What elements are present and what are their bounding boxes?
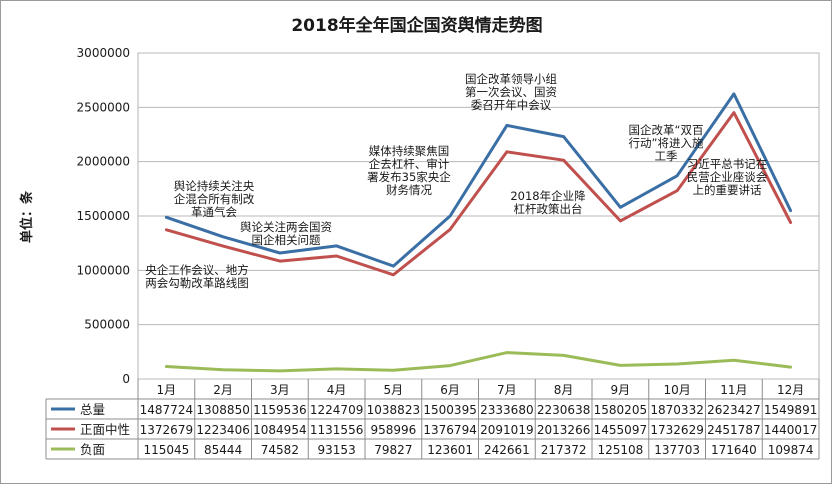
annotation-4-line: 署发布35家央企 xyxy=(367,170,451,184)
data-cell: 1038823 xyxy=(367,403,420,417)
data-cell: 79827 xyxy=(374,443,412,457)
series-line-2 xyxy=(164,111,793,277)
data-cell: 93153 xyxy=(318,443,356,457)
data-cell: 1159536 xyxy=(253,403,306,417)
chart-title: 2018年全年国企国资舆情走势图 xyxy=(291,15,542,36)
data-cell: 1440017 xyxy=(764,423,817,437)
annotation-6-line: 杠杆政策出台 xyxy=(514,202,583,216)
x-tick-label: 10月 xyxy=(663,383,690,397)
annotation-1-line: 央企工作会议、地方 xyxy=(145,263,249,277)
annotation-6-line: 2018年企业降 xyxy=(510,189,586,203)
y-tick-label: 2500000 xyxy=(77,100,130,114)
data-cell: 2333680 xyxy=(480,403,533,417)
data-cell: 1376794 xyxy=(423,423,476,437)
data-cell: 2451787 xyxy=(707,423,760,437)
data-cell: 1870332 xyxy=(650,403,703,417)
y-tick-label: 1000000 xyxy=(77,263,130,277)
data-cell: 1487724 xyxy=(140,403,193,417)
data-cell: 1732629 xyxy=(650,423,703,437)
data-cell: 123601 xyxy=(427,443,473,457)
data-cell: 2013266 xyxy=(537,423,590,437)
x-tick-label: 3月 xyxy=(270,383,290,397)
data-cell: 2091019 xyxy=(480,423,533,437)
annotation-7-line: 工季 xyxy=(655,149,678,163)
data-cell: 1580205 xyxy=(594,403,647,417)
y-tick-label: 500000 xyxy=(84,318,130,332)
x-tick-label: 4月 xyxy=(327,383,347,397)
x-tick-label: 5月 xyxy=(384,383,404,397)
data-cell: 2623427 xyxy=(707,403,760,417)
data-cell: 85444 xyxy=(204,443,242,457)
data-cell: 1549891 xyxy=(764,403,817,417)
x-tick-label: 11月 xyxy=(720,383,747,397)
annotation-2-line: 企混合所有制改 xyxy=(174,192,255,206)
x-tick-label: 1月 xyxy=(157,383,177,397)
y-axis-ticks: 0 500000 1000000 1500000 2000000 2500000 30000… xyxy=(77,46,130,386)
data-cell: 125108 xyxy=(597,443,643,457)
data-cell: 1308850 xyxy=(196,403,249,417)
annotation-4-line: 财务情况 xyxy=(386,183,432,197)
annotation-4-line: 企去杠杆、审计 xyxy=(369,157,450,171)
x-tick-label: 6月 xyxy=(440,383,460,397)
x-tick-label: 2月 xyxy=(213,383,233,397)
annotation-2-line: 舆论持续关注央 xyxy=(174,179,255,193)
data-cell: 1500395 xyxy=(423,403,476,417)
data-cell: 171640 xyxy=(711,443,757,457)
annotation-2-line: 革通气会 xyxy=(191,205,237,219)
data-cell: 2230638 xyxy=(537,403,590,417)
legend-label: 负面 xyxy=(80,442,105,457)
annotation-7-line: 行动”将进入施 xyxy=(629,136,704,150)
annotation-3-line: 国企相关问题 xyxy=(252,233,321,247)
annotation-5-line: 委召开年中会议 xyxy=(471,98,552,112)
data-cell: 74582 xyxy=(261,443,299,457)
annotation-1-line: 两会勾勒改革路线图 xyxy=(145,276,249,290)
annotation-3-line: 舆论关注两会国资 xyxy=(240,220,332,234)
data-cell: 1372679 xyxy=(140,423,193,437)
annotation-7-line: 国企改革“双百 xyxy=(629,123,704,137)
data-cell: 115045 xyxy=(143,443,189,457)
x-tick-label: 8月 xyxy=(554,383,574,397)
x-tick-label: 9月 xyxy=(611,383,631,397)
y-tick-label: 1500000 xyxy=(77,209,130,223)
annotation-8-line: 习近平总书记在 xyxy=(687,157,768,171)
data-cell: 1224709 xyxy=(310,403,363,417)
annotation-5-line: 国企改革领导小组 xyxy=(465,72,557,86)
data-cell: 137703 xyxy=(654,443,700,457)
x-tick-label: 7月 xyxy=(497,383,517,397)
legend-label: 正面中性 xyxy=(80,422,130,437)
data-cell: 1223406 xyxy=(196,423,249,437)
data-cell: 242661 xyxy=(484,443,530,457)
series-line-3 xyxy=(164,351,793,373)
data-cell: 217372 xyxy=(541,443,587,457)
y-tick-label: 0 xyxy=(122,372,130,386)
y-tick-label: 3000000 xyxy=(77,46,130,60)
data-cell: 1131556 xyxy=(310,423,363,437)
annotation-8-line: 上的重要讲话 xyxy=(693,183,762,197)
y-axis-label: 单位：条 xyxy=(19,190,35,243)
legend-label: 总量 xyxy=(80,402,105,417)
annotation-4-line: 媒体持续聚焦国 xyxy=(369,144,450,158)
annotation-8-line: 民营企业座谈会 xyxy=(687,170,768,184)
y-tick-label: 2000000 xyxy=(77,155,130,169)
data-cell: 1084954 xyxy=(253,423,306,437)
data-cell: 958996 xyxy=(370,423,416,437)
x-tick-label: 12月 xyxy=(777,383,804,397)
data-cell: 1455097 xyxy=(594,423,647,437)
data-cell: 109874 xyxy=(768,443,814,457)
series-lines xyxy=(164,92,793,373)
annotation-5-line: 第一次会议、国资 xyxy=(465,85,557,99)
series-line-1 xyxy=(164,92,793,268)
